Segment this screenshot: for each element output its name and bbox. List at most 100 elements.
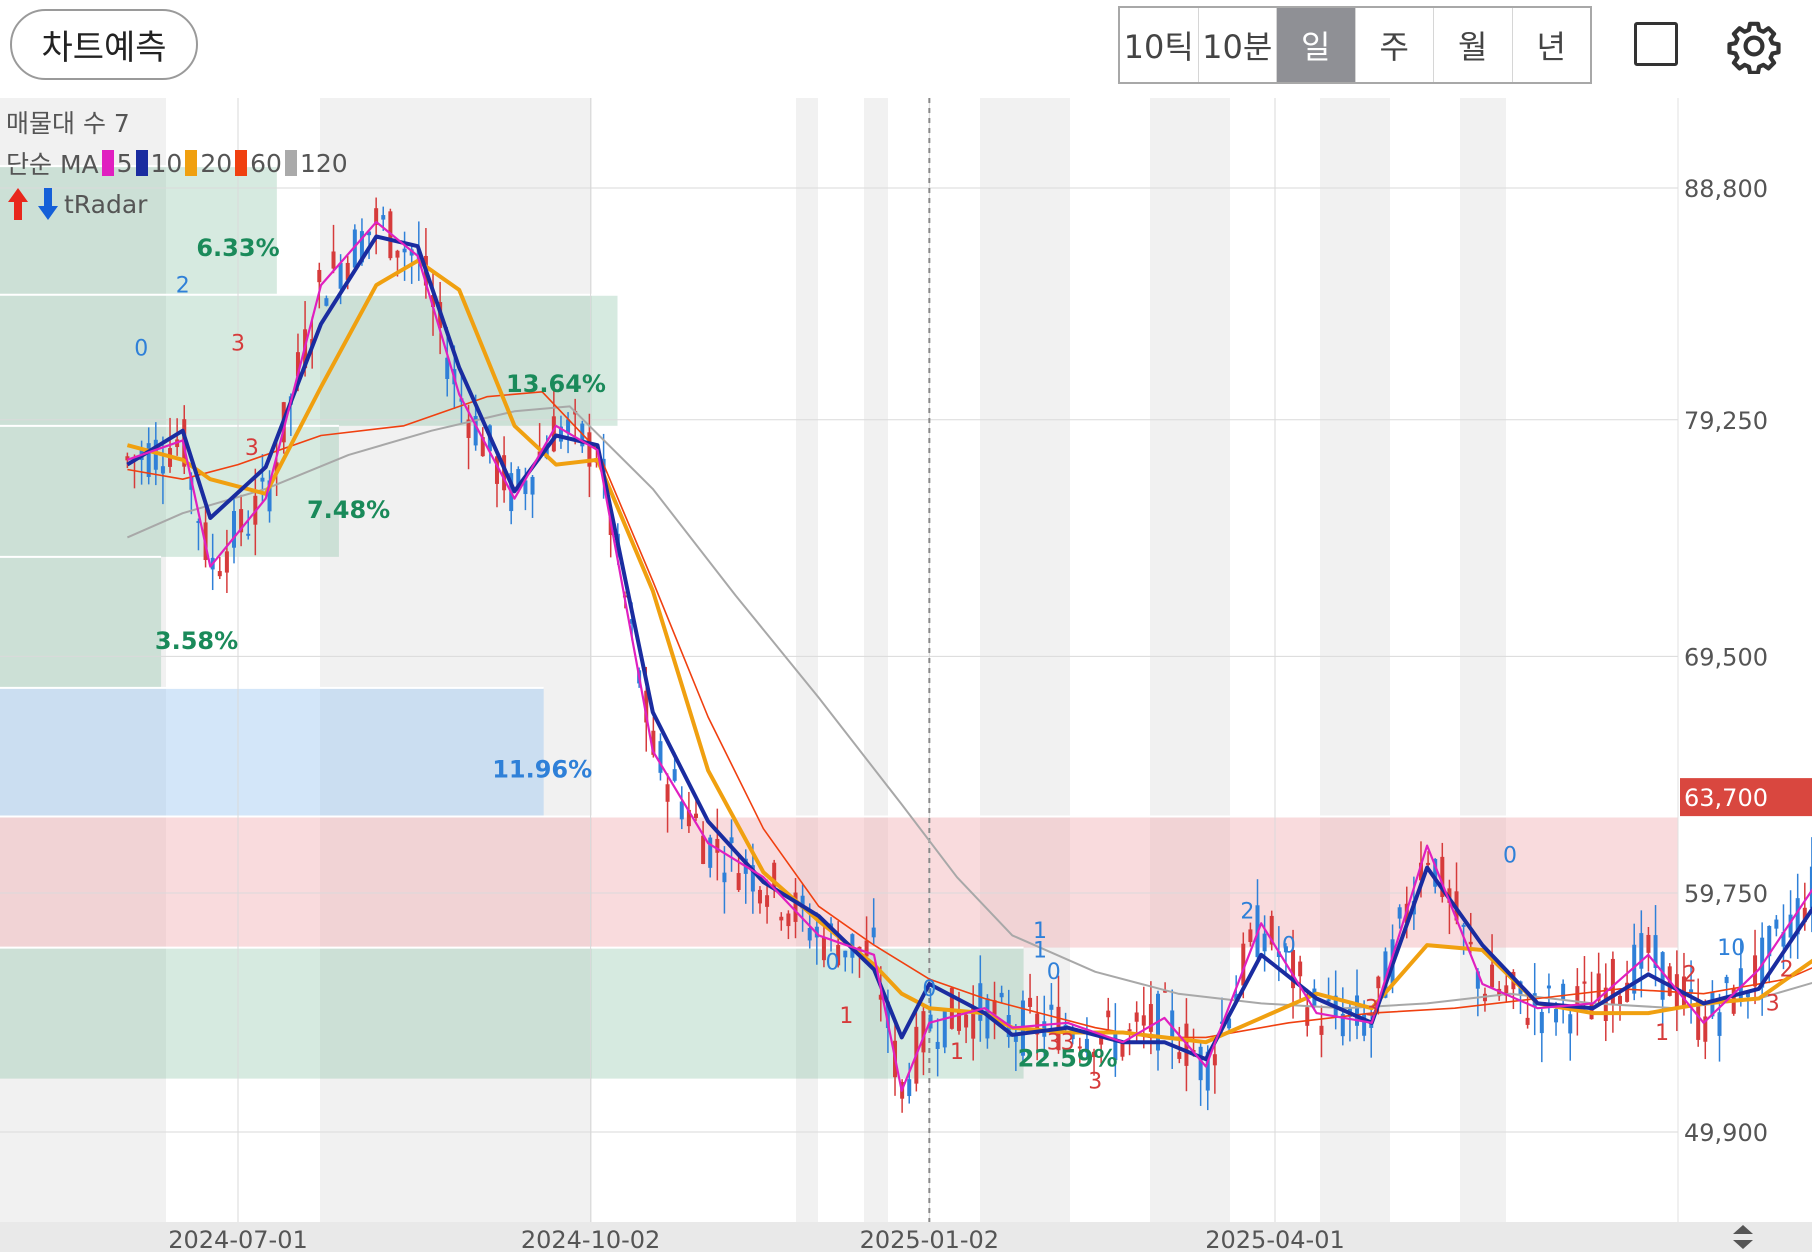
ma60-swatch xyxy=(235,150,248,176)
candle-body xyxy=(1646,934,1651,953)
candle-body xyxy=(1362,1014,1367,1036)
candle-body xyxy=(1632,944,1637,994)
wave-label: 1 xyxy=(1033,919,1047,944)
candle-body xyxy=(1106,1010,1111,1018)
wave-label: 1 xyxy=(950,1040,964,1065)
candle-body xyxy=(338,262,343,289)
candle-body xyxy=(1546,985,1551,989)
plot-background xyxy=(0,98,1678,1222)
candle-body xyxy=(999,992,1004,998)
tradar-label: tRadar xyxy=(64,189,148,219)
candle-body xyxy=(566,419,571,434)
current-price-tag xyxy=(1680,778,1812,817)
candle-body xyxy=(345,262,350,280)
candle-body xyxy=(1610,958,1615,1005)
candle-body xyxy=(260,477,265,482)
scroll-handle-icon[interactable] xyxy=(1728,1222,1758,1252)
candle-body xyxy=(1397,907,1402,919)
candle-body xyxy=(1070,1032,1075,1040)
candle-body xyxy=(1568,1014,1573,1034)
candle-body xyxy=(665,784,670,802)
candle-body xyxy=(942,1009,947,1048)
candle-body xyxy=(239,509,244,533)
candle-body xyxy=(1440,856,1445,897)
ma60-label: 60 xyxy=(250,148,282,178)
period-10tick[interactable]: 10틱 xyxy=(1120,8,1199,82)
candle-body xyxy=(793,892,798,922)
candle-body xyxy=(1198,1046,1203,1081)
candle-body xyxy=(644,690,649,723)
candle-body xyxy=(1696,1001,1701,1040)
candle-body xyxy=(1426,862,1431,865)
candle-body xyxy=(1092,1051,1097,1058)
candle-body xyxy=(1099,1033,1104,1045)
candle-body xyxy=(1127,1029,1132,1032)
candle-body xyxy=(907,1079,912,1097)
ma-legend: 단순 MA 5 10 20 60 120 xyxy=(6,145,348,181)
period-month[interactable]: 월 xyxy=(1434,8,1513,82)
candle-body xyxy=(722,872,727,883)
candle-body xyxy=(1326,999,1331,1002)
candle-body xyxy=(1703,1016,1708,1042)
candle-body xyxy=(878,994,883,1000)
candle-body xyxy=(672,769,677,781)
candle-body xyxy=(324,298,329,306)
candle-body xyxy=(551,416,556,452)
wave-label: 3 xyxy=(1061,1030,1075,1055)
candle-body xyxy=(992,1000,997,1015)
candle-body xyxy=(1582,981,1587,984)
up-down-arrows-icon xyxy=(8,188,58,220)
candle-body xyxy=(1212,1054,1217,1066)
stock-chart[interactable]: 88,800 79,250 69,500 59,750 49,900 2024-07-01… xyxy=(0,98,1812,1252)
candle-body xyxy=(1525,1017,1530,1025)
square-icon[interactable] xyxy=(1634,22,1678,66)
candle-body xyxy=(1269,915,1274,945)
wave-label: 0 xyxy=(134,336,148,361)
candle-body xyxy=(1298,961,1303,977)
chart-predict-button[interactable]: 차트예측 xyxy=(10,9,198,80)
candle-body xyxy=(843,950,848,958)
period-year[interactable]: 년 xyxy=(1536,28,1566,66)
candle-body xyxy=(772,862,777,887)
candle-body xyxy=(1291,949,1296,989)
wave-label: 2 xyxy=(1240,899,1254,924)
candle-body xyxy=(864,940,869,957)
wave-label: 3 xyxy=(1766,992,1780,1017)
candle-body xyxy=(1369,1023,1374,1028)
wave-label: 1 xyxy=(1655,1021,1669,1046)
ma120-label: 120 xyxy=(299,148,348,178)
candle-body xyxy=(1148,1004,1153,1032)
period-week[interactable]: 주 xyxy=(1356,8,1434,82)
y-tick-label: 59,750 xyxy=(1684,880,1768,908)
candle-body xyxy=(786,913,791,927)
candle-body xyxy=(1490,964,1495,988)
volume-pct-label: 11.96% xyxy=(492,756,592,784)
period-10min[interactable]: 10분 xyxy=(1199,8,1277,82)
wave-label: 3 xyxy=(1088,1069,1102,1094)
candle-body xyxy=(530,476,535,495)
candle-body xyxy=(701,835,706,864)
candle-body xyxy=(1653,935,1658,968)
candle-body xyxy=(836,944,841,966)
candle-body xyxy=(807,928,812,941)
ma10-label: 10 xyxy=(150,148,183,178)
candle-body xyxy=(1802,907,1807,923)
candle-body xyxy=(1504,985,1509,996)
candle-body xyxy=(694,813,699,819)
candle-body xyxy=(1141,1015,1146,1026)
candle-body xyxy=(964,1014,969,1028)
candle-body xyxy=(217,571,222,577)
candle-body xyxy=(1795,898,1800,935)
ma60-line xyxy=(127,390,1812,1039)
candle-body xyxy=(1468,941,1473,945)
candle-body xyxy=(1781,932,1786,947)
wave-label: 1 xyxy=(1033,938,1047,963)
candle-body xyxy=(750,865,755,892)
candle-body xyxy=(1305,1007,1310,1026)
candle-body xyxy=(516,469,521,489)
period-day[interactable]: 일 xyxy=(1277,8,1356,82)
y-tick-label: 69,500 xyxy=(1684,643,1768,671)
gear-icon[interactable] xyxy=(1726,18,1782,74)
wave-label: 0 xyxy=(826,950,840,975)
candle-body xyxy=(1028,997,1033,1007)
